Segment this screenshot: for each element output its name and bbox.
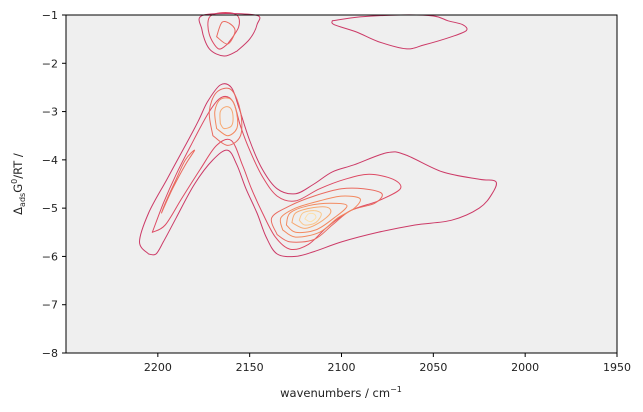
y-axis-ticks: −1 −2 −3 −4 −5 −6 −7 −8 <box>42 9 66 360</box>
contour-line-1 <box>139 83 497 258</box>
x-tick-label: 2150 <box>236 361 264 374</box>
y-axis-label: ΔadsG0/RT / <box>10 153 27 215</box>
contour-line-15 <box>298 210 322 226</box>
y-tick-label: −4 <box>42 154 58 167</box>
contour-line-11 <box>270 187 383 243</box>
y-tick-label: −7 <box>42 299 58 312</box>
contour-line-13 <box>285 202 348 234</box>
x-tick-label: 2050 <box>419 361 447 374</box>
y-tick-label: −1 <box>42 9 58 22</box>
contour-line-14 <box>291 206 332 229</box>
contour-line-12 <box>279 195 361 238</box>
contour-line-16 <box>304 212 317 223</box>
y-tick-label: −8 <box>42 347 58 360</box>
plot-background <box>66 15 617 353</box>
contour-line-7 <box>208 87 243 146</box>
x-tick-label: 2000 <box>511 361 539 374</box>
y-tick-label: −6 <box>42 250 58 263</box>
contour-line-6 <box>161 149 196 214</box>
x-axis-label-superscript: −1 <box>390 385 402 394</box>
x-tick-label: 2100 <box>328 361 356 374</box>
x-tick-label: 2200 <box>144 361 172 374</box>
y-tick-label: −5 <box>42 202 58 215</box>
x-axis-ticks: 2200 2150 2100 2050 2000 1950 <box>144 353 631 374</box>
contour-line-9 <box>219 106 234 130</box>
y-tick-label: −2 <box>42 57 58 70</box>
contour-line-2 <box>151 96 402 250</box>
contour-line-10 <box>216 21 236 45</box>
y-tick-label: −3 <box>42 106 58 119</box>
contour-layer <box>139 11 497 258</box>
x-axis-label: wavenumbers / cm−1 <box>280 385 402 400</box>
contour-line-8 <box>214 97 239 137</box>
x-tick-label: 1950 <box>603 361 631 374</box>
